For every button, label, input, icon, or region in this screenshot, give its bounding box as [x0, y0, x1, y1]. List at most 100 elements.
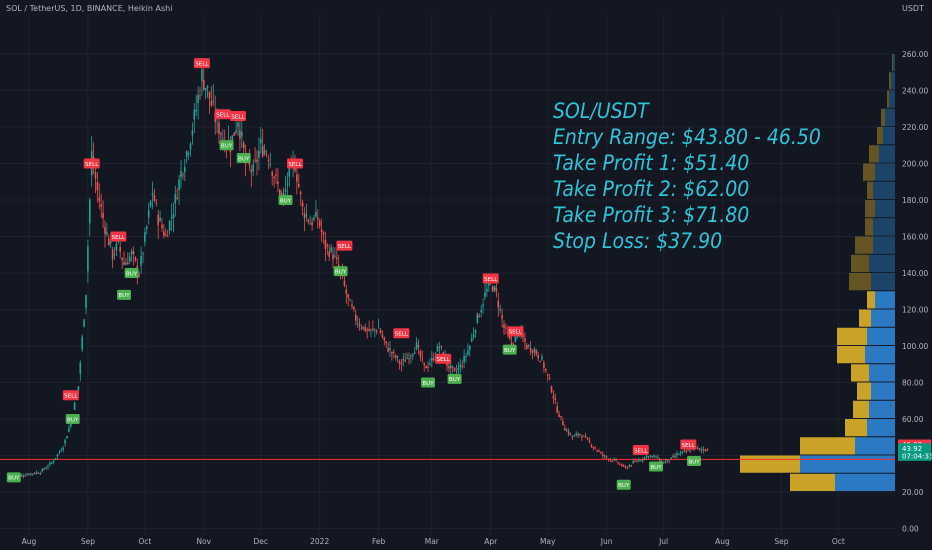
signal-tag-bg: [117, 289, 131, 300]
candle-body: [149, 201, 152, 207]
candle-body: [172, 214, 175, 219]
candle-body: [645, 456, 648, 458]
signal-tag-label: SELL: [634, 448, 648, 454]
candle-body: [282, 192, 285, 197]
candle-body: [372, 328, 374, 330]
candle-body: [288, 164, 291, 177]
candle-body: [261, 145, 264, 157]
candle-body: [550, 386, 553, 393]
buy-signal: BUY: [278, 195, 293, 205]
y-tick-label: 240.00: [902, 87, 928, 96]
candle-body: [413, 352, 416, 354]
candle-body: [545, 369, 547, 371]
candle-body: [400, 363, 403, 365]
candle-body: [562, 421, 564, 426]
candle-body: [668, 460, 671, 462]
profile-bar-down: [869, 364, 895, 382]
candle-body: [613, 459, 615, 461]
candle-body: [140, 255, 142, 266]
candle-body: [45, 468, 47, 470]
candle-body: [182, 174, 184, 176]
candle-body: [119, 247, 121, 252]
candle-body: [94, 171, 97, 179]
candle-body: [81, 336, 83, 350]
buy-signal: BUY: [236, 153, 251, 164]
candle-body: [626, 467, 629, 469]
candle-body: [647, 456, 650, 458]
profile-bar-up: [865, 200, 875, 218]
candle-body: [54, 458, 57, 460]
candle-body: [478, 316, 481, 318]
symbol-header[interactable]: SOL / TetherUS, 1D, BINANCE, Heikin Ashi: [6, 4, 173, 13]
buy-signal: BUY: [447, 373, 462, 384]
candle-body: [387, 347, 389, 352]
candle-body: [201, 69, 203, 82]
candle-body: [391, 352, 393, 354]
candle-body: [113, 254, 116, 256]
candle-body: [313, 217, 315, 220]
candle-body: [634, 460, 636, 462]
signal-tag-label: SELL: [484, 277, 498, 283]
candle-body: [49, 462, 51, 465]
candle-body: [463, 356, 465, 363]
x-tick-label: Dec: [254, 537, 269, 546]
signal-tag-bg: [435, 353, 452, 364]
signal-tag-bg: [230, 111, 246, 122]
sell-signal: SELL: [435, 353, 452, 364]
candle-body: [641, 459, 644, 461]
signal-tag-label: SELL: [64, 394, 78, 400]
candle-body: [687, 449, 690, 451]
candle-body: [187, 153, 190, 155]
candle-body: [170, 217, 173, 219]
candle-body: [197, 95, 199, 103]
candle-body: [106, 231, 108, 235]
candle-body: [603, 455, 606, 457]
candle-body: [417, 345, 420, 348]
sell-signal: SELL: [83, 158, 100, 169]
candle-body: [277, 181, 279, 185]
signal-tag-label: SELL: [112, 235, 126, 241]
candle-body: [336, 257, 338, 260]
candle-body: [393, 351, 395, 353]
candle-body: [611, 460, 614, 462]
buy-signal: BUY: [333, 266, 348, 277]
candle-body: [514, 336, 517, 343]
candle-body: [501, 315, 503, 319]
x-tick-label: Aug: [715, 537, 730, 546]
profile-bar-down: [873, 218, 895, 236]
profile-bar-down: [875, 291, 895, 309]
signal-tag-bg: [62, 390, 79, 401]
profile-bar-up: [887, 90, 889, 108]
candle-body: [70, 422, 72, 427]
candle-body: [199, 95, 201, 97]
candle-body: [153, 195, 156, 201]
profile-bar-down: [869, 400, 895, 418]
candle-body: [166, 236, 169, 238]
x-tick-label: May: [540, 537, 556, 546]
candle-body: [337, 264, 340, 268]
profile-bar-down: [835, 473, 895, 491]
profile-bar-down: [865, 346, 895, 364]
profile-bar-up: [853, 400, 869, 418]
candle-body: [529, 348, 532, 352]
candle-body: [622, 465, 625, 467]
candle-body: [102, 212, 104, 219]
candle-body: [602, 454, 604, 456]
sell-signal: SELL: [680, 439, 697, 450]
candle-body: [554, 398, 557, 400]
candle-body: [349, 299, 351, 301]
candle-body: [524, 338, 526, 342]
candle-body: [271, 171, 273, 176]
candle-body: [579, 433, 581, 435]
candle-body: [438, 346, 441, 348]
candle-body: [398, 361, 401, 364]
candle-body: [364, 327, 367, 331]
candle-body: [362, 326, 365, 329]
candle-body: [77, 386, 80, 391]
x-tick-label: 2022: [310, 537, 329, 546]
candle-body: [607, 458, 610, 460]
candle-body: [305, 214, 308, 217]
candle-body: [698, 448, 701, 450]
signal-tag-bg: [502, 344, 517, 355]
